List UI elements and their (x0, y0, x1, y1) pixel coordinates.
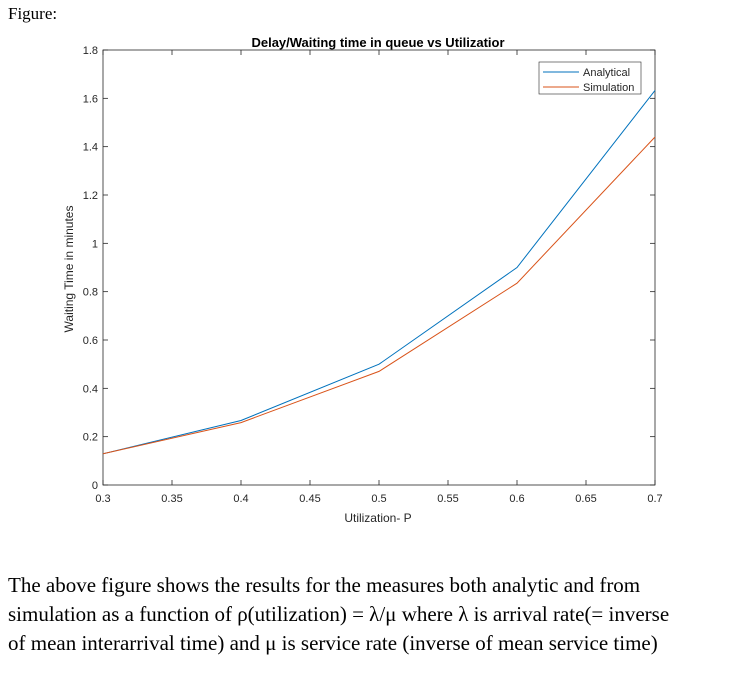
legend-label: Analytical (583, 67, 630, 79)
caption-line-2: simulation as a function of ρ(utilizatio… (8, 602, 670, 626)
x-tick-label: 0.3 (95, 493, 110, 505)
plot-box (102, 49, 656, 486)
legend-label: Simulation (583, 82, 634, 94)
chart-title: Delay/Waiting time in queue vs Utilizati… (251, 35, 504, 50)
figure-label: Figure: (8, 4, 58, 23)
x-tick-label: 0.35 (161, 493, 182, 505)
y-tick-label: 0.4 (83, 383, 98, 395)
line-chart: 0.3 0.35 0.4 0.45 0.5 0.55 0.6 0.65 0.7 0 0.2 0.4 0.… (62, 35, 663, 525)
plot-series (102, 90, 656, 455)
caption-line-3: of mean interarrival time) and μ is serv… (8, 631, 658, 655)
x-axis-label: Utilization- P (344, 511, 411, 525)
x-tick-label: 0.45 (299, 493, 320, 505)
figure-caption: The above figure shows the results for t… (8, 571, 732, 658)
x-tick-label: 0.5 (371, 493, 386, 505)
x-tick-label: 0.4 (233, 493, 248, 505)
series-line-simulation (102, 136, 656, 455)
y-tick-label: 0 (92, 480, 98, 492)
y-tick-label: 1.2 (83, 190, 98, 202)
caption-line-1: The above figure shows the results for t… (8, 573, 641, 597)
y-tick-label: 0.6 (83, 335, 98, 347)
y-axis-label: Waiting Time in minutes (62, 206, 76, 333)
legend: Analytical Simulation (538, 61, 642, 95)
y-tick-label: 0.2 (83, 432, 98, 444)
x-tick-label: 0.7 (647, 493, 662, 505)
y-tick-label: 1.4 (83, 142, 98, 154)
legend-box (538, 61, 642, 95)
x-tick-label: 0.65 (575, 493, 596, 505)
plot-axes: 0.3 0.35 0.4 0.45 0.5 0.55 0.6 0.65 0.7 0 0.2 0.4 0.… (83, 45, 663, 505)
series-line-analytical (102, 90, 656, 455)
y-tick-label: 0.8 (83, 287, 98, 299)
y-tick-label: 1.8 (83, 45, 98, 57)
x-tick-label: 0.55 (437, 493, 458, 505)
x-tick-label: 0.6 (509, 493, 524, 505)
y-tick-label: 1 (92, 238, 98, 250)
y-tick-label: 1.6 (83, 93, 98, 105)
